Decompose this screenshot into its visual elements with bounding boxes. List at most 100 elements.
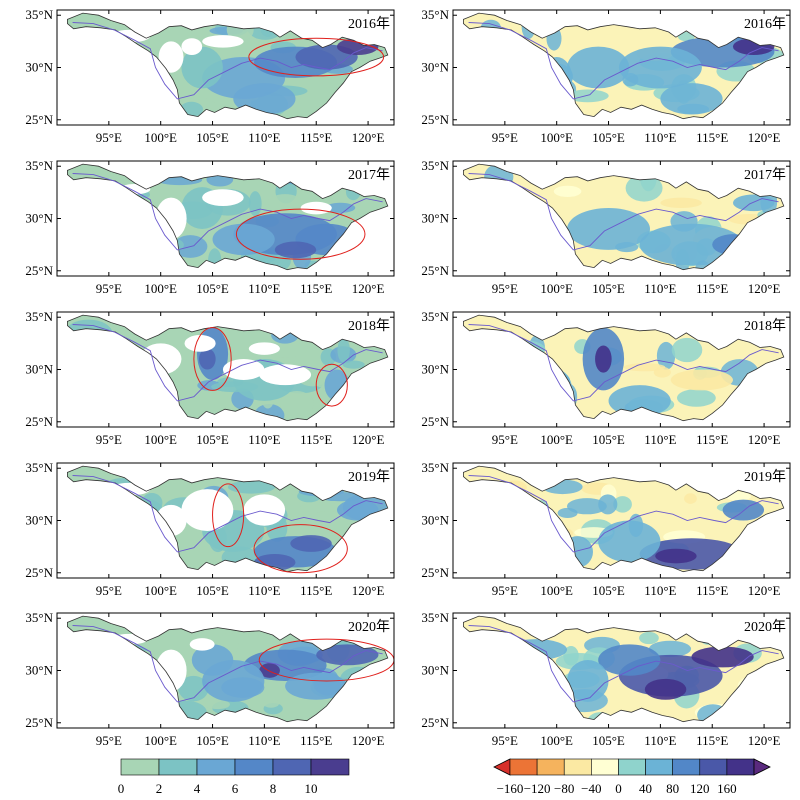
x-tick-label: 110°E (248, 733, 280, 748)
basin-outline (463, 615, 785, 723)
x-tick-label: 120°E (748, 130, 781, 145)
field-hotspot (660, 83, 723, 115)
x-tick-label: 95°E (492, 733, 518, 748)
colorbar-tick-label: 80 (666, 781, 679, 796)
field-hotspot (567, 46, 630, 89)
x-tick-label: 110°E (644, 733, 676, 748)
x-tick-label: 100°E (144, 281, 177, 296)
year-label: 2019年 (744, 469, 786, 485)
panel-left-4: 95°E 100°E 105°E 110°E 115°E 120°E 35°N 30°N 25°… (25, 610, 395, 748)
x-tick-label: 115°E (696, 432, 728, 447)
x-tick-label: 95°E (492, 130, 518, 145)
x-tick-label: 95°E (96, 583, 122, 598)
river-line (72, 625, 383, 703)
x-tick-label: 110°E (644, 432, 676, 447)
x-tick-label: 95°E (492, 432, 518, 447)
y-tick-label: 30°N (421, 362, 449, 377)
river-line (468, 475, 779, 553)
x-tick-label: 100°E (144, 130, 177, 145)
field-hotspot (595, 345, 612, 373)
y-tick-label: 35°N (25, 610, 53, 625)
year-label: 2016年 (348, 16, 390, 32)
y-tick-label: 25°N (25, 715, 53, 730)
y-tick-label: 35°N (421, 7, 449, 22)
y-tick-label: 35°N (421, 158, 449, 173)
y-tick-label: 35°N (25, 460, 53, 475)
field-gap (202, 35, 244, 48)
x-tick-label: 105°E (196, 733, 229, 748)
colorbar-swatch (672, 758, 701, 776)
colorbars: 0 2 4 6 8 10 −160 −120 −80 −40 0 40 80 120 160 (118, 758, 771, 796)
field-gap (243, 494, 286, 526)
colorbar-swatch (591, 758, 619, 776)
y-tick-label: 30°N (25, 663, 53, 678)
y-tick-label: 35°N (25, 7, 53, 22)
colorbar-tick-label: 40 (639, 781, 652, 796)
y-tick-label: 25°N (25, 263, 53, 278)
field-blob (300, 502, 344, 513)
basin-outline (67, 314, 389, 422)
x-tick-label: 115°E (696, 583, 728, 598)
left-colorbar: 0 2 4 6 8 10 (118, 758, 350, 796)
colorbar-swatch (699, 758, 728, 776)
year-label: 2020年 (348, 619, 390, 635)
colorbar-swatch (536, 758, 565, 776)
x-tick-label: 105°E (196, 432, 229, 447)
x-tick-label: 105°E (592, 281, 625, 296)
x-tick-label: 105°E (196, 583, 229, 598)
y-tick-label: 30°N (25, 60, 53, 75)
x-tick-label: 115°E (300, 432, 332, 447)
x-tick-label: 120°E (352, 583, 385, 598)
basin-outline (463, 314, 785, 422)
colorbar-tick-label: 6 (232, 781, 239, 796)
field-hotspot (660, 197, 702, 209)
right-colorbar: −160 −120 −80 −40 0 40 80 120 160 (493, 758, 771, 796)
highlight-ellipse (248, 37, 385, 77)
field-hotspot (722, 499, 765, 521)
field-blob (566, 498, 607, 515)
x-tick-label: 95°E (96, 281, 122, 296)
x-tick-label: 115°E (696, 130, 728, 145)
colorbar-tick-label: −160 (497, 781, 524, 796)
y-tick-label: 30°N (421, 513, 449, 528)
x-tick-label: 100°E (540, 733, 573, 748)
x-tick-label: 115°E (300, 130, 332, 145)
colorbar-extend-high (753, 758, 771, 776)
colorbar-swatch (234, 758, 274, 776)
x-tick-label: 105°E (196, 281, 229, 296)
field-hotspot (274, 241, 317, 259)
field-blob (553, 185, 582, 197)
x-tick-label: 120°E (748, 733, 781, 748)
basin-outline (463, 465, 785, 573)
colorbar-tick-label: 8 (270, 781, 277, 796)
y-tick-label: 35°N (25, 158, 53, 173)
field-blob (677, 31, 695, 42)
x-tick-label: 105°E (592, 130, 625, 145)
field-gap (259, 364, 312, 386)
y-tick-label: 25°N (421, 263, 449, 278)
field-blob (342, 360, 365, 369)
colorbar-tick-label: 4 (194, 781, 201, 796)
year-label: 2018年 (744, 318, 786, 334)
field-hotspot (598, 644, 661, 676)
field-blob (648, 640, 692, 658)
field-blob (563, 646, 579, 666)
colorbar-tick-label: −120 (524, 781, 551, 796)
panel-left-0: 95°E 100°E 105°E 110°E 115°E 120°E 35°N 30°N 25°… (25, 7, 395, 145)
x-tick-label: 110°E (248, 281, 280, 296)
y-tick-label: 30°N (421, 211, 449, 226)
y-tick-label: 30°N (25, 513, 53, 528)
x-tick-label: 120°E (748, 583, 781, 598)
highlight-ellipse (212, 483, 245, 548)
field-hotspot (644, 678, 687, 700)
year-label: 2017年 (744, 167, 786, 183)
panel-right-4: 95°E 100°E 105°E 110°E 115°E 120°E 35°N 30°N 25°… (421, 610, 791, 748)
field-gap (158, 41, 184, 73)
highlight-ellipse (315, 363, 348, 407)
year-label: 2020年 (744, 619, 786, 635)
river-line (468, 625, 779, 703)
x-tick-label: 115°E (300, 583, 332, 598)
basin-outline (67, 615, 389, 723)
year-label: 2018年 (348, 318, 390, 334)
year-label: 2017年 (348, 167, 390, 183)
